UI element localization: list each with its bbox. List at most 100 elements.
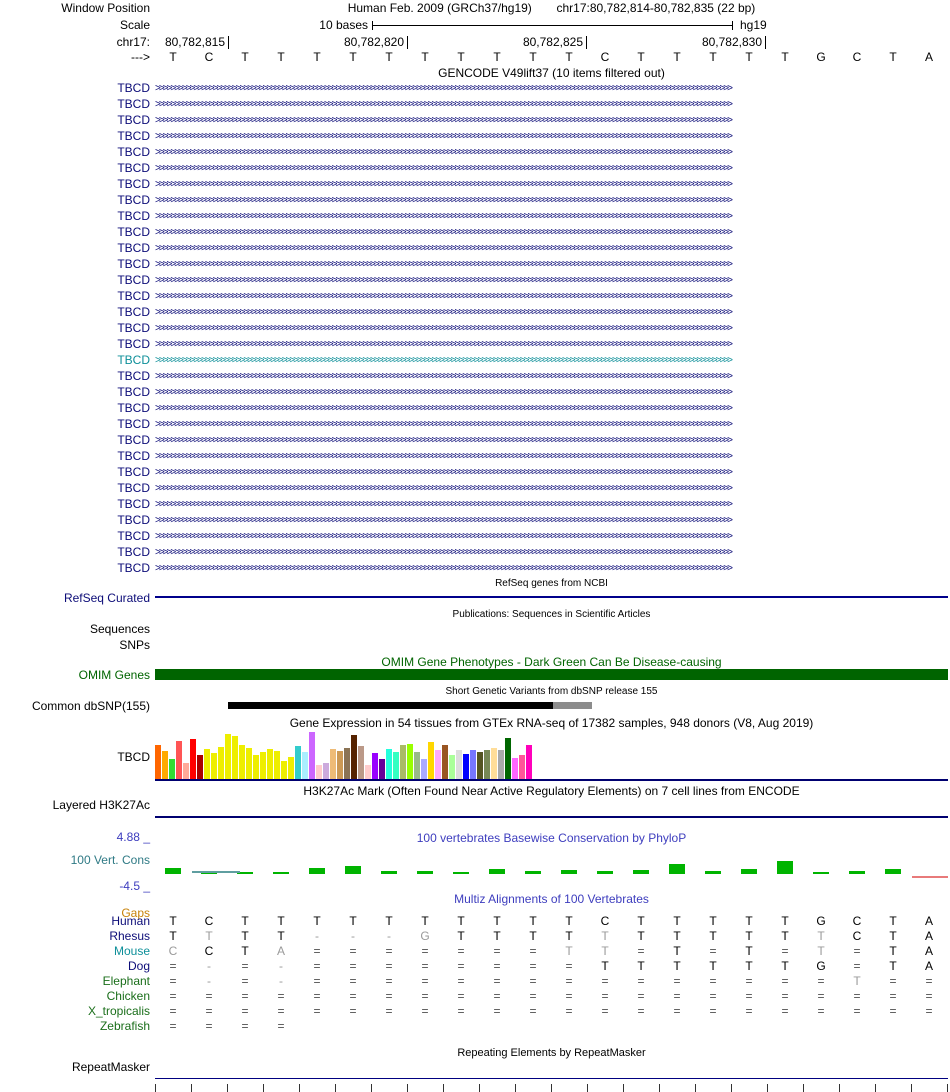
gtex-bar[interactable] xyxy=(470,750,476,779)
gtex-bar[interactable] xyxy=(169,759,175,779)
gtex-bar[interactable] xyxy=(526,745,532,779)
gtex-bar[interactable] xyxy=(295,746,301,779)
gtex-bar[interactable] xyxy=(337,751,343,779)
gtex-bar[interactable] xyxy=(204,749,210,779)
gene-arrow-line[interactable]: >>>>>>>>>>>>>>>>>>>>>>>>>>>>>>>>>>>>>>>>… xyxy=(155,355,733,366)
gene-arrow-line[interactable]: >>>>>>>>>>>>>>>>>>>>>>>>>>>>>>>>>>>>>>>>… xyxy=(155,275,733,286)
gtex-bar[interactable] xyxy=(393,752,399,779)
gtex-bar[interactable] xyxy=(435,750,441,779)
gtex-bar[interactable] xyxy=(456,750,462,779)
gtex-bar[interactable] xyxy=(365,765,371,779)
gene-row-label[interactable]: TBCD xyxy=(117,209,150,223)
gtex-bar[interactable] xyxy=(253,755,259,779)
cons-track-label[interactable]: 100 Vert. Cons xyxy=(70,853,150,867)
repeatmasker-label[interactable]: RepeatMasker xyxy=(71,1060,150,1074)
species-label[interactable]: Human xyxy=(111,914,150,928)
omim-gene-bar[interactable] xyxy=(155,669,948,680)
gene-arrow-line[interactable]: >>>>>>>>>>>>>>>>>>>>>>>>>>>>>>>>>>>>>>>>… xyxy=(155,323,733,334)
dbsnp-variant-bar-gray[interactable] xyxy=(553,702,592,709)
species-label[interactable]: Elephant xyxy=(102,974,150,988)
gene-row-label[interactable]: TBCD xyxy=(117,529,150,543)
gtex-bar[interactable] xyxy=(372,753,378,779)
gtex-bar[interactable] xyxy=(183,763,189,779)
gene-row-label[interactable]: TBCD xyxy=(117,305,150,319)
species-label[interactable]: Rhesus xyxy=(109,929,150,943)
dbsnp-label[interactable]: Common dbSNP(155) xyxy=(31,699,150,713)
dbsnp-variant-bar[interactable] xyxy=(228,702,553,709)
omim-genes-label[interactable]: OMIM Genes xyxy=(78,668,150,682)
gtex-bar[interactable] xyxy=(281,761,287,779)
gene-row-label[interactable]: TBCD xyxy=(117,113,150,127)
gtex-bar[interactable] xyxy=(400,745,406,779)
gtex-bar[interactable] xyxy=(512,758,518,779)
refseq-curated-line[interactable] xyxy=(155,596,948,598)
gtex-bar[interactable] xyxy=(225,734,231,779)
species-label[interactable]: Dog xyxy=(127,959,150,973)
gene-row-label[interactable]: TBCD xyxy=(117,273,150,287)
gene-arrow-line[interactable]: >>>>>>>>>>>>>>>>>>>>>>>>>>>>>>>>>>>>>>>>… xyxy=(155,195,733,206)
gene-arrow-line[interactable]: >>>>>>>>>>>>>>>>>>>>>>>>>>>>>>>>>>>>>>>>… xyxy=(155,131,733,142)
species-label[interactable]: Mouse xyxy=(113,944,150,958)
gene-row-label[interactable]: TBCD xyxy=(117,129,150,143)
gtex-bar[interactable] xyxy=(351,735,357,779)
gene-row-label[interactable]: TBCD xyxy=(117,177,150,191)
gtex-bar[interactable] xyxy=(449,755,455,779)
gene-row-label[interactable]: TBCD xyxy=(117,161,150,175)
gtex-bar[interactable] xyxy=(190,739,196,779)
gene-arrow-line[interactable]: >>>>>>>>>>>>>>>>>>>>>>>>>>>>>>>>>>>>>>>>… xyxy=(155,115,733,126)
gene-arrow-line[interactable]: >>>>>>>>>>>>>>>>>>>>>>>>>>>>>>>>>>>>>>>>… xyxy=(155,499,733,510)
gene-arrow-line[interactable]: >>>>>>>>>>>>>>>>>>>>>>>>>>>>>>>>>>>>>>>>… xyxy=(155,243,733,254)
gene-row-label[interactable]: TBCD xyxy=(117,369,150,383)
gene-row-label[interactable]: TBCD xyxy=(117,241,150,255)
gene-row-label[interactable]: TBCD xyxy=(117,289,150,303)
gtex-bar[interactable] xyxy=(505,738,511,779)
gene-row-label[interactable]: TBCD xyxy=(117,545,150,559)
gtex-bar[interactable] xyxy=(246,748,252,779)
gene-arrow-line[interactable]: >>>>>>>>>>>>>>>>>>>>>>>>>>>>>>>>>>>>>>>>… xyxy=(155,547,733,558)
gene-arrow-line[interactable]: >>>>>>>>>>>>>>>>>>>>>>>>>>>>>>>>>>>>>>>>… xyxy=(155,179,733,190)
gtex-bar[interactable] xyxy=(197,755,203,779)
gtex-bar[interactable] xyxy=(386,749,392,779)
h3k27ac-label[interactable]: Layered H3K27Ac xyxy=(52,798,150,812)
gene-row-label[interactable]: TBCD xyxy=(117,385,150,399)
gtex-bar[interactable] xyxy=(218,747,224,779)
gene-arrow-line[interactable]: >>>>>>>>>>>>>>>>>>>>>>>>>>>>>>>>>>>>>>>>… xyxy=(155,291,733,302)
species-label[interactable]: Chicken xyxy=(106,989,150,1003)
gaps-label[interactable]: Gaps xyxy=(121,906,150,920)
gtex-bar[interactable] xyxy=(260,752,266,779)
gtex-gene-label[interactable]: TBCD xyxy=(117,750,150,764)
gtex-bar[interactable] xyxy=(162,751,168,779)
gtex-bar[interactable] xyxy=(232,736,238,779)
gene-row-label[interactable]: TBCD xyxy=(117,497,150,511)
snps-label[interactable]: SNPs xyxy=(119,638,150,652)
gene-row-label[interactable]: TBCD xyxy=(117,561,150,575)
gene-row-label[interactable]: TBCD xyxy=(117,353,150,367)
gtex-bar[interactable] xyxy=(155,745,161,779)
gene-row-label[interactable]: TBCD xyxy=(117,321,150,335)
gene-row-label[interactable]: TBCD xyxy=(117,145,150,159)
gene-arrow-line[interactable]: >>>>>>>>>>>>>>>>>>>>>>>>>>>>>>>>>>>>>>>>… xyxy=(155,259,733,270)
gene-arrow-line[interactable]: >>>>>>>>>>>>>>>>>>>>>>>>>>>>>>>>>>>>>>>>… xyxy=(155,483,733,494)
gene-arrow-line[interactable]: >>>>>>>>>>>>>>>>>>>>>>>>>>>>>>>>>>>>>>>>… xyxy=(155,339,733,350)
gene-row-label[interactable]: TBCD xyxy=(117,433,150,447)
gtex-bar[interactable] xyxy=(274,751,280,779)
gene-arrow-line[interactable]: >>>>>>>>>>>>>>>>>>>>>>>>>>>>>>>>>>>>>>>>… xyxy=(155,83,733,94)
gene-arrow-line[interactable]: >>>>>>>>>>>>>>>>>>>>>>>>>>>>>>>>>>>>>>>>… xyxy=(155,163,733,174)
gtex-bar[interactable] xyxy=(211,753,217,779)
gene-arrow-line[interactable]: >>>>>>>>>>>>>>>>>>>>>>>>>>>>>>>>>>>>>>>>… xyxy=(155,467,733,478)
gtex-bar[interactable] xyxy=(330,749,336,779)
gtex-bar[interactable] xyxy=(176,741,182,779)
gene-arrow-line[interactable]: >>>>>>>>>>>>>>>>>>>>>>>>>>>>>>>>>>>>>>>>… xyxy=(155,531,733,542)
gtex-bar[interactable] xyxy=(239,745,245,779)
gtex-bar[interactable] xyxy=(379,759,385,779)
gene-arrow-line[interactable]: >>>>>>>>>>>>>>>>>>>>>>>>>>>>>>>>>>>>>>>>… xyxy=(155,99,733,110)
gene-row-label[interactable]: TBCD xyxy=(117,513,150,527)
gene-row-label[interactable]: TBCD xyxy=(117,465,150,479)
gene-row-label[interactable]: TBCD xyxy=(117,225,150,239)
gtex-bar[interactable] xyxy=(484,750,490,779)
species-label[interactable]: X_tropicalis xyxy=(87,1004,150,1018)
gene-row-label[interactable]: TBCD xyxy=(117,401,150,415)
gtex-bar[interactable] xyxy=(463,754,469,779)
gene-arrow-line[interactable]: >>>>>>>>>>>>>>>>>>>>>>>>>>>>>>>>>>>>>>>>… xyxy=(155,307,733,318)
gene-arrow-line[interactable]: >>>>>>>>>>>>>>>>>>>>>>>>>>>>>>>>>>>>>>>>… xyxy=(155,435,733,446)
